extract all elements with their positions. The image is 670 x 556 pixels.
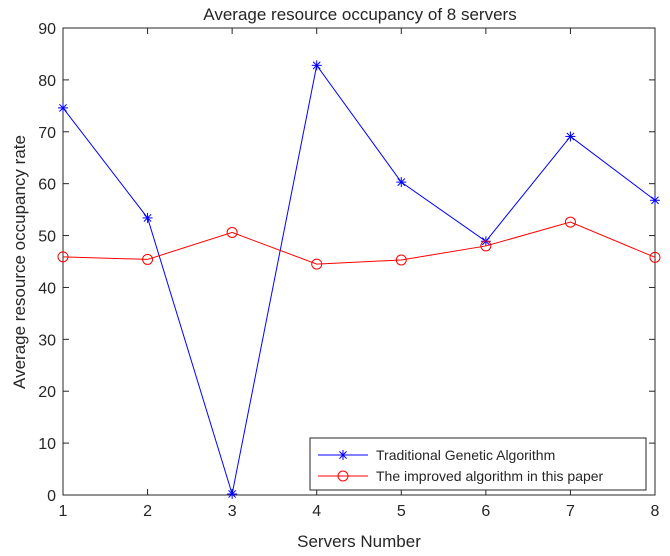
y-tick-label: 20 [38,384,56,401]
y-tick-label: 40 [38,280,56,297]
legend: Traditional Genetic Algorithm The improve… [309,437,647,491]
series-layer [57,60,661,499]
data-point-asterisk [396,177,407,188]
series-line-0 [62,64,656,495]
x-axis-label: Servers Number [297,532,421,551]
y-tick-label: 10 [38,436,56,453]
legend-label-0: Traditional Genetic Algorithm [376,447,555,463]
data-point-circle [226,226,238,238]
y-tick-label: 90 [38,21,56,38]
y-tick-label: 70 [38,125,56,142]
x-tick-label: 5 [397,503,406,520]
y-tick-label: 60 [38,177,56,194]
data-point-asterisk [565,131,576,142]
x-tick-label: 1 [59,503,68,520]
data-point-asterisk [311,60,322,71]
chart-title: Average resource occupancy of 8 servers [203,5,516,24]
data-point-circle [649,251,661,263]
y-tick-label: 0 [47,488,56,505]
legend-marker-circle [337,470,349,482]
data-point-asterisk [142,212,153,223]
legend-box [309,437,647,491]
data-point-circle [480,240,492,252]
data-point-circle [311,258,323,270]
data-point-circle [564,216,576,228]
y-tick-label: 50 [38,229,56,246]
x-tick-label: 6 [481,503,490,520]
y-tick-label: 80 [38,73,56,90]
data-point-asterisk [227,488,238,499]
legend-label-1: The improved algorithm in this paper [376,468,604,484]
data-point-asterisk [58,102,68,113]
data-point-circle [395,254,407,266]
legend-entries: Traditional Genetic Algorithm The improve… [318,447,604,484]
x-tick-label: 8 [651,503,660,520]
data-point-circle [57,251,69,263]
legend-marker-asterisk [338,450,348,460]
x-tick-label: 2 [143,503,152,520]
x-tick-label: 4 [312,503,321,520]
x-tick-label: 7 [566,503,575,520]
y-tick-label: 30 [38,332,56,349]
data-point-circle [142,253,154,265]
y-axis-label: Average resource occupancy rate [10,135,29,389]
data-point-asterisk [650,195,660,206]
plot-area [62,27,656,496]
series-line-1 [62,221,656,265]
y-axis-ticks: 0 10 20 30 40 50 60 70 80 90 [38,21,655,505]
x-tick-label: 3 [228,503,237,520]
